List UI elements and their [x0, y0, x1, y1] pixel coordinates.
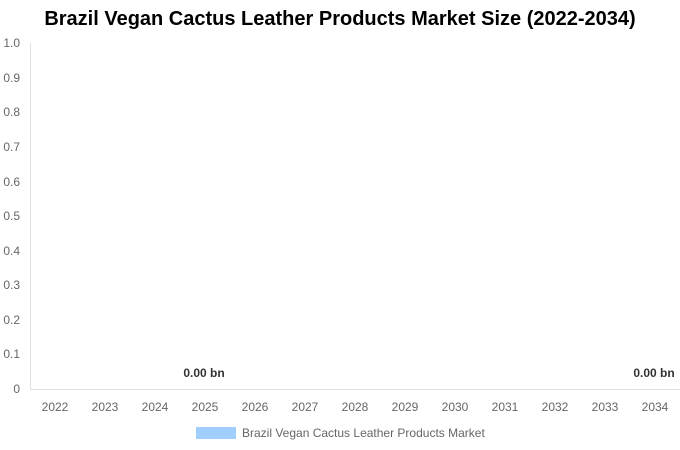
x-tick: 2025 — [191, 400, 219, 414]
y-tick: 0.6 — [3, 175, 20, 189]
data-label-2025: 0.00 bn — [183, 366, 225, 380]
y-tick: 1.0 — [3, 36, 20, 50]
x-tick: 2034 — [641, 400, 669, 414]
chart-title: Brazil Vegan Cactus Leather Products Mar… — [44, 8, 636, 30]
legend-label: Brazil Vegan Cactus Leather Products Mar… — [242, 426, 485, 440]
y-tick: 0 — [13, 382, 20, 396]
legend-swatch — [196, 427, 236, 439]
x-tick: 2029 — [391, 400, 419, 414]
x-tick: 2027 — [291, 400, 319, 414]
x-tick: 2026 — [241, 400, 269, 414]
x-axis-line — [30, 389, 680, 390]
y-tick: 0.3 — [3, 278, 20, 292]
y-tick: 0.5 — [3, 209, 20, 223]
x-tick: 2031 — [491, 400, 519, 414]
y-tick: 0.4 — [3, 244, 20, 258]
x-tick: 2032 — [541, 400, 569, 414]
x-tick: 2033 — [591, 400, 619, 414]
y-axis-line — [30, 43, 31, 389]
legend-item[interactable]: Brazil Vegan Cactus Leather Products Mar… — [196, 426, 485, 440]
x-tick: 2022 — [41, 400, 69, 414]
y-tick: 0.8 — [3, 105, 20, 119]
x-tick: 2028 — [341, 400, 369, 414]
y-tick: 0.1 — [3, 347, 20, 361]
x-tick: 2030 — [441, 400, 469, 414]
x-tick: 2024 — [141, 400, 169, 414]
x-tick: 2023 — [91, 400, 119, 414]
data-label-2034: 0.00 bn — [633, 366, 675, 380]
y-tick: 0.9 — [3, 71, 20, 85]
y-tick: 0.2 — [3, 313, 20, 327]
y-tick: 0.7 — [3, 140, 20, 154]
